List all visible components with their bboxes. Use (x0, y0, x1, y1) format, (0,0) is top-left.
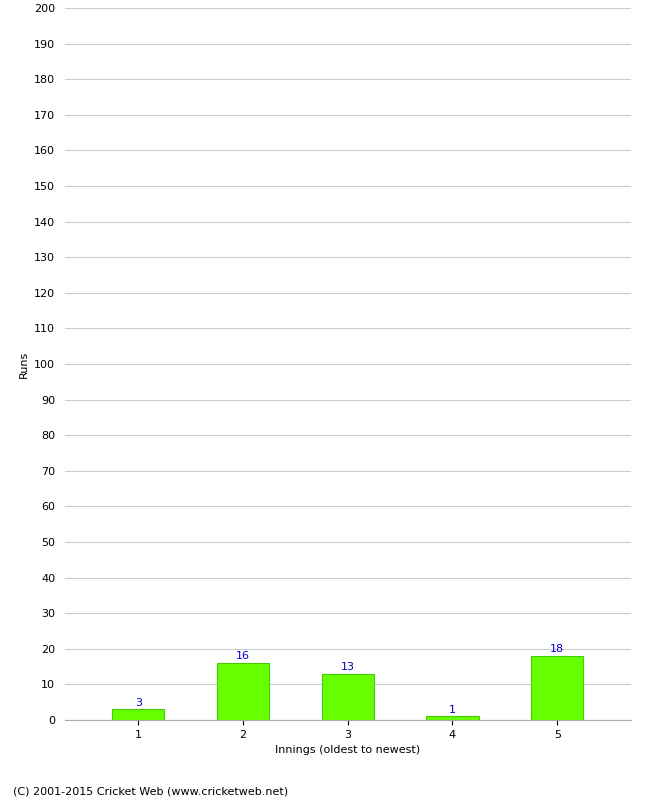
Bar (217, 663, 269, 720)
Text: 13: 13 (341, 662, 355, 672)
Text: 3: 3 (135, 698, 142, 707)
Bar (426, 717, 478, 720)
Bar (322, 674, 374, 720)
Text: (C) 2001-2015 Cricket Web (www.cricketweb.net): (C) 2001-2015 Cricket Web (www.cricketwe… (13, 786, 288, 796)
Y-axis label: Runs: Runs (19, 350, 29, 378)
Text: 1: 1 (449, 705, 456, 714)
X-axis label: Innings (oldest to newest): Innings (oldest to newest) (275, 746, 421, 755)
Text: 18: 18 (550, 644, 564, 654)
Bar (531, 656, 584, 720)
Text: 16: 16 (236, 651, 250, 662)
Bar (112, 710, 164, 720)
